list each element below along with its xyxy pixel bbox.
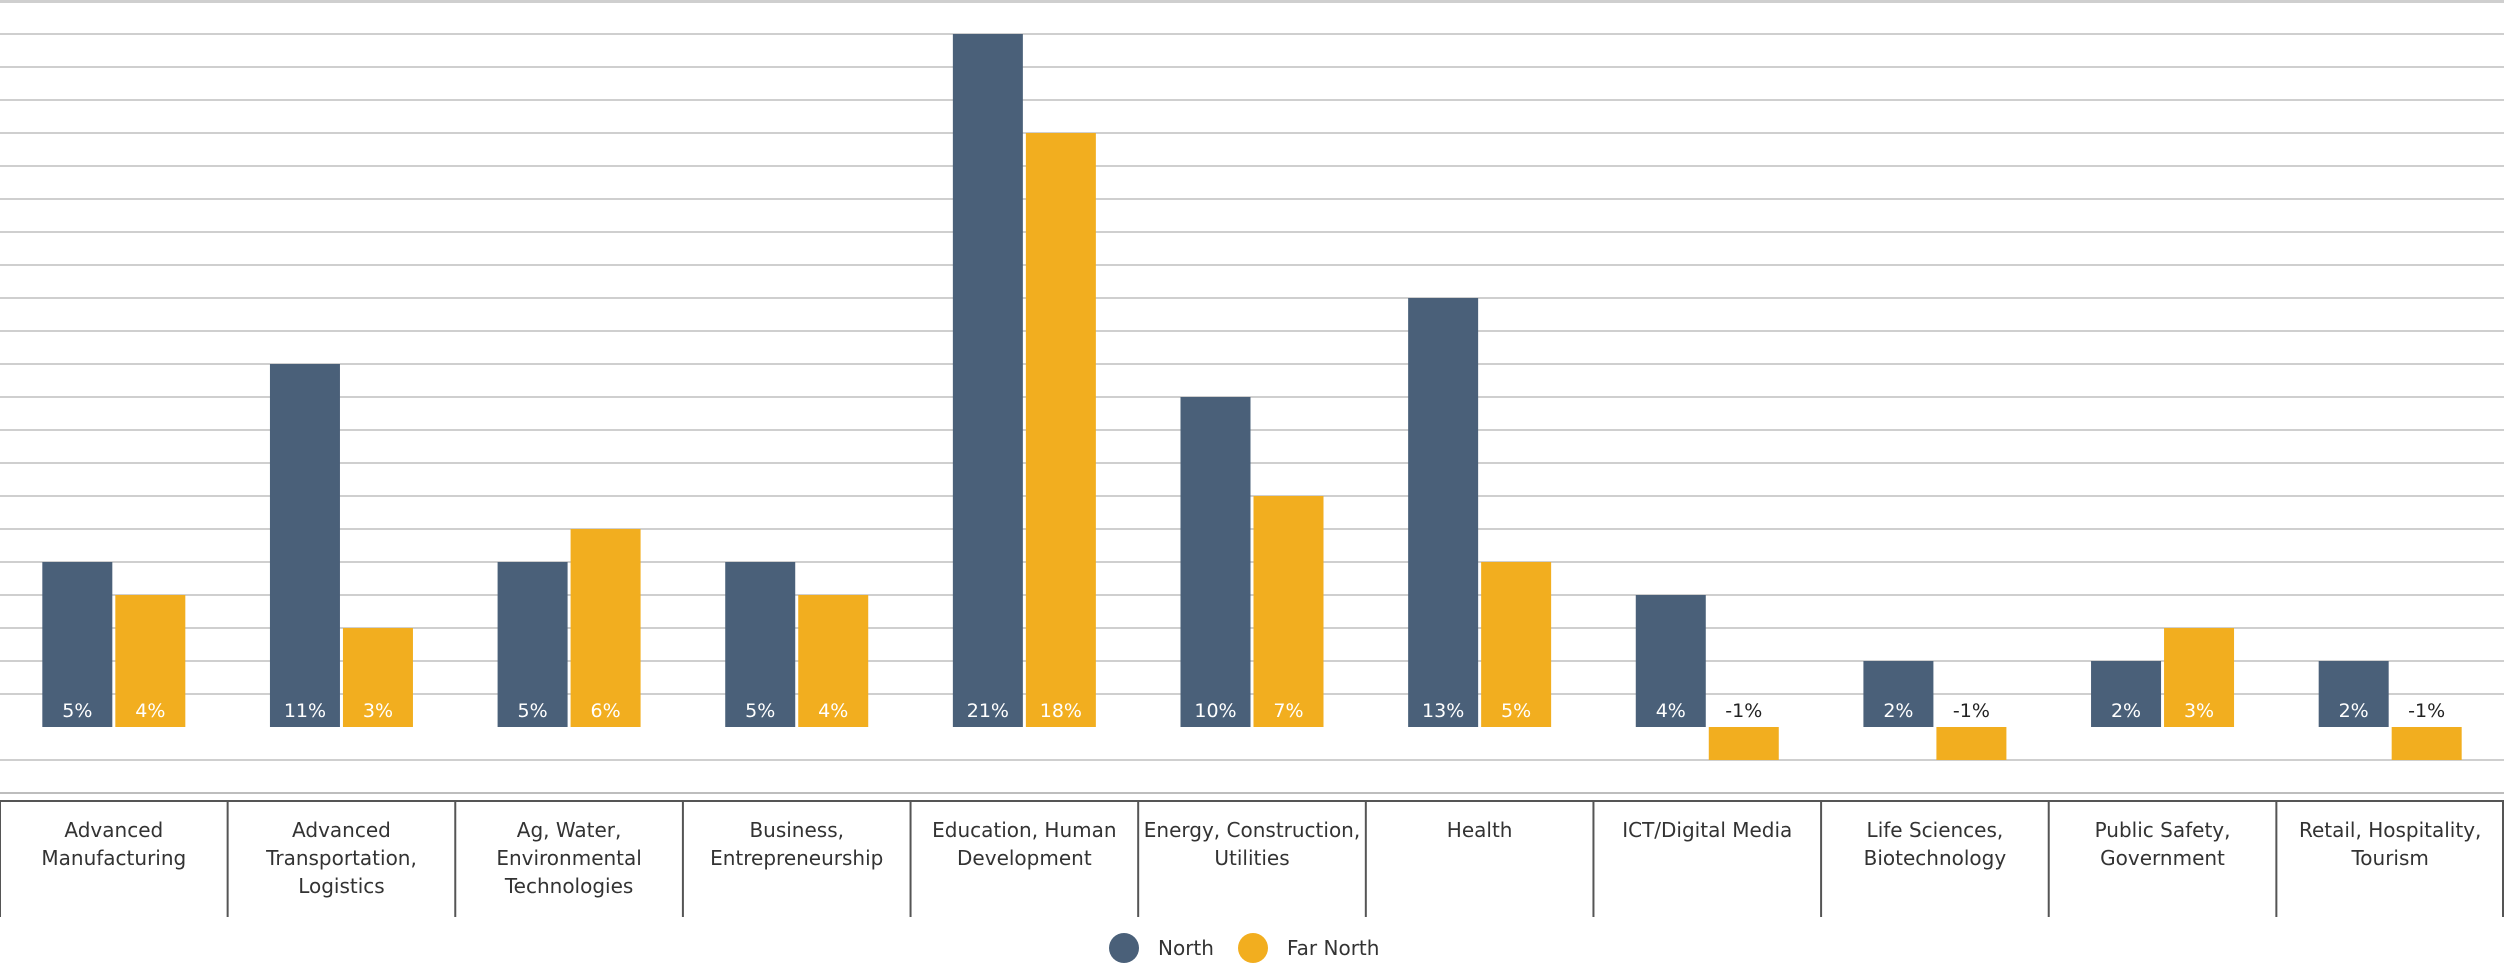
bar-north [1635,595,1706,727]
bar-north [42,562,113,727]
bar-far-north [1481,562,1552,727]
data-label: 11% [284,700,326,722]
bar-north [1863,661,1934,727]
category-label: Public Safety, Government [2095,818,2231,870]
data-label: 4% [1656,700,1686,722]
category-label: Life Sciences, Biotechnology [1864,818,2007,870]
bar-far-north [1708,727,1779,760]
legend-item[interactable]: Far North [1287,936,1379,960]
data-label: 5% [1501,700,1531,722]
bar-far-north [2391,727,2462,760]
gridlines [0,0,2504,794]
data-label: 18% [1040,700,1082,722]
bar-north [952,34,1023,727]
category-label: Retail, Hospitality, Tourism [2299,818,2481,870]
bar-north [269,364,340,727]
bar-far-north [570,529,641,727]
data-label: 4% [135,700,165,722]
data-label: 21% [967,700,1009,722]
data-label: 5% [745,700,775,722]
legend-swatch [1109,933,1139,963]
bar-north [1408,298,1479,727]
bar-north [1180,397,1251,727]
bars [42,34,2462,760]
bar-north [2091,661,2162,727]
data-label: 3% [2184,700,2214,722]
data-label: 4% [818,700,848,722]
data-labels: 5% 4% 11% 3% 5% 6% 5% 4% 21% 18% 10% 7% 13% 5% 4% -1% 2%… [62,700,2445,722]
category-label: Advanced Manufacturing [41,818,186,870]
legend-item[interactable]: North [1158,936,1214,960]
data-label: -1% [2408,700,2445,722]
bar-far-north [1025,133,1096,727]
data-label: 2% [1883,700,1913,722]
category-table: Advanced Manufacturing Advanced Transportat… [0,800,2504,917]
bar-far-north [115,595,186,727]
category-label: ICT/Digital Media [1622,818,1792,842]
category-label: Health [1447,818,1513,842]
legend[interactable]: North Far North [1109,933,1379,963]
category-label: Education, Human Development [932,818,1116,870]
category-label: Advanced Transportation, Logistics [265,818,417,898]
category-label: Business, Entrepreneurship [710,818,883,870]
bar-far-north [342,628,413,727]
data-label: 5% [62,700,92,722]
data-label: -1% [1953,700,1990,722]
bar-far-north [1936,727,2007,760]
legend-swatch [1238,933,1268,963]
data-label: 2% [2339,700,2369,722]
bar-north [725,562,796,727]
data-label: 3% [363,700,393,722]
data-label: 13% [1422,700,1464,722]
bar-far-north [2164,628,2235,727]
data-label: 5% [518,700,548,722]
data-label: 6% [591,700,621,722]
category-label: Ag, Water, Environmental Technologies [496,818,642,898]
data-label: 7% [1273,700,1303,722]
bar-far-north [798,595,869,727]
category-label: Energy, Construction, Utilities [1144,818,1360,870]
data-label: -1% [1725,700,1762,722]
bar-north [497,562,568,727]
data-label: 2% [2111,700,2141,722]
bar-far-north [1253,496,1324,727]
bar-north [2318,661,2389,727]
data-label: 10% [1194,700,1236,722]
